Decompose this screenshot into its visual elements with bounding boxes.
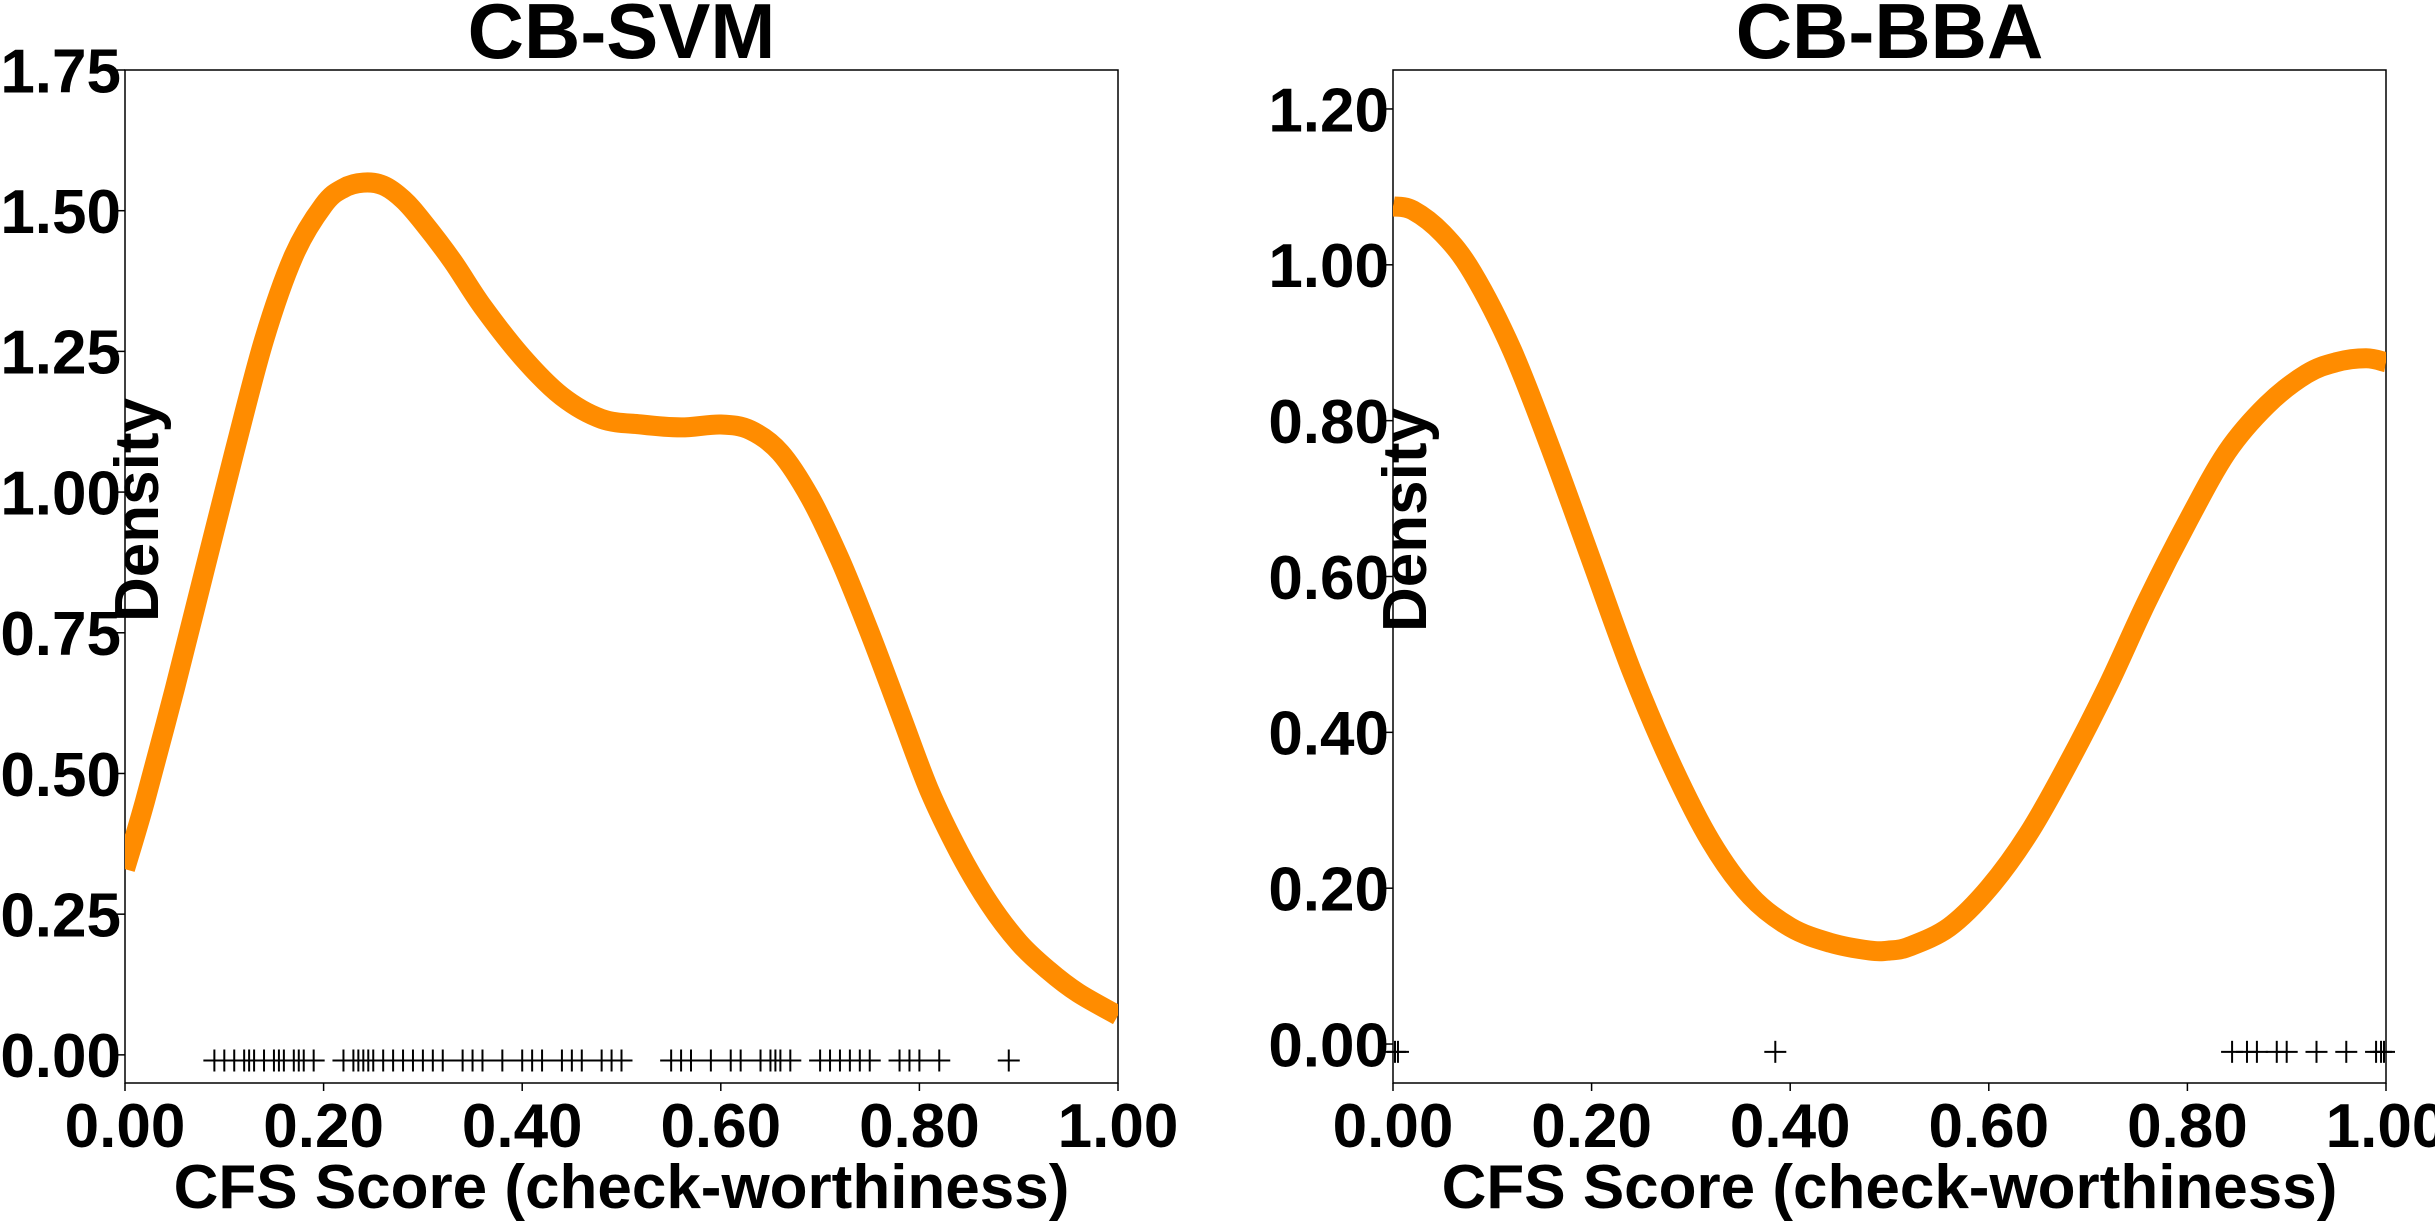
rug-marker [2305,1040,2328,1063]
rug-marker [779,1049,802,1072]
rug-marker [858,1049,881,1072]
density-curve [1393,196,2386,962]
y-tick-label: 0.80 [1268,388,1389,457]
rug-marker [431,1049,454,1072]
plot-frame [124,69,1119,1084]
y-tick-label: 0.60 [1268,544,1389,613]
chart-panel-cb-svm: 0.00 0.25 0.50 0.75 1.00 1.25 1.50 1.75 0.00 0.20… [0,0,1178,1222]
x-tick-label: 0.80 [859,1092,980,1161]
x-tick-label: 0.00 [65,1092,186,1161]
rug-marker [908,1049,931,1072]
rug-marker [531,1049,554,1072]
x-tick-label: 0.20 [1531,1092,1652,1161]
rug-marker [997,1049,1020,1072]
x-tick-label: 0.40 [462,1092,583,1161]
y-axis-label: Density [1371,408,1440,632]
rug-marker [2245,1040,2268,1063]
x-tick-label: 0.60 [660,1092,781,1161]
x-axis-label: CFS Score (check-worthiness) [174,1153,1070,1222]
plot-frame [1392,69,2387,1084]
y-tick-label: 0.25 [0,881,121,950]
x-tick-label: 1.00 [1058,1092,1179,1161]
x-tick-label: 0.80 [2127,1092,2248,1161]
y-tick-label: 0.00 [1268,1011,1389,1080]
y-tick-label: 1.00 [0,459,121,528]
y-tick-label: 0.50 [0,741,121,810]
chart-title: CB-SVM [468,0,776,75]
x-tick-label: 0.60 [1928,1092,2049,1161]
y-tick-label: 0.00 [0,1022,121,1091]
rug-marker [1386,1040,1409,1063]
x-tick-label: 0.40 [1730,1092,1851,1161]
y-axis-label: Density [103,398,172,622]
y-tick-label: 0.20 [1268,856,1389,925]
rug-marker [610,1049,633,1072]
rug-marker [1764,1040,1787,1063]
rug-marker [471,1049,494,1072]
chart-title: CB-BBA [1736,0,2044,75]
x-tick-label: 0.20 [263,1092,384,1161]
x-axis-label: CFS Score (check-worthiness) [1442,1153,2338,1222]
rug-marker [729,1049,752,1072]
rug-marker [2275,1040,2298,1063]
x-tick-label: 0.00 [1333,1092,1454,1161]
rug-marker [928,1049,951,1072]
x-tick-label: 1.00 [2326,1092,2435,1161]
rug-marker [2335,1040,2358,1063]
rug-marker [2373,1040,2395,1063]
y-tick-label: 1.00 [1268,232,1389,301]
rug-marker [570,1049,593,1072]
y-tick-label: 1.50 [0,178,121,247]
y-tick-label: 0.75 [0,600,121,669]
rug-marker [680,1049,703,1072]
rug-marker [302,1049,325,1072]
rug-marker [699,1049,722,1072]
rug-marker [491,1049,514,1072]
y-tick-label: 1.20 [1268,76,1389,145]
y-tick-label: 1.75 [0,37,121,106]
density-curve [125,172,1118,1025]
y-tick-label: 0.40 [1268,700,1389,769]
y-tick-label: 1.25 [0,319,121,388]
chart-panel-cb-bba: 0.00 0.20 0.40 0.60 0.80 1.00 1.20 0.00 0.20 0.40… [1268,0,2435,1222]
